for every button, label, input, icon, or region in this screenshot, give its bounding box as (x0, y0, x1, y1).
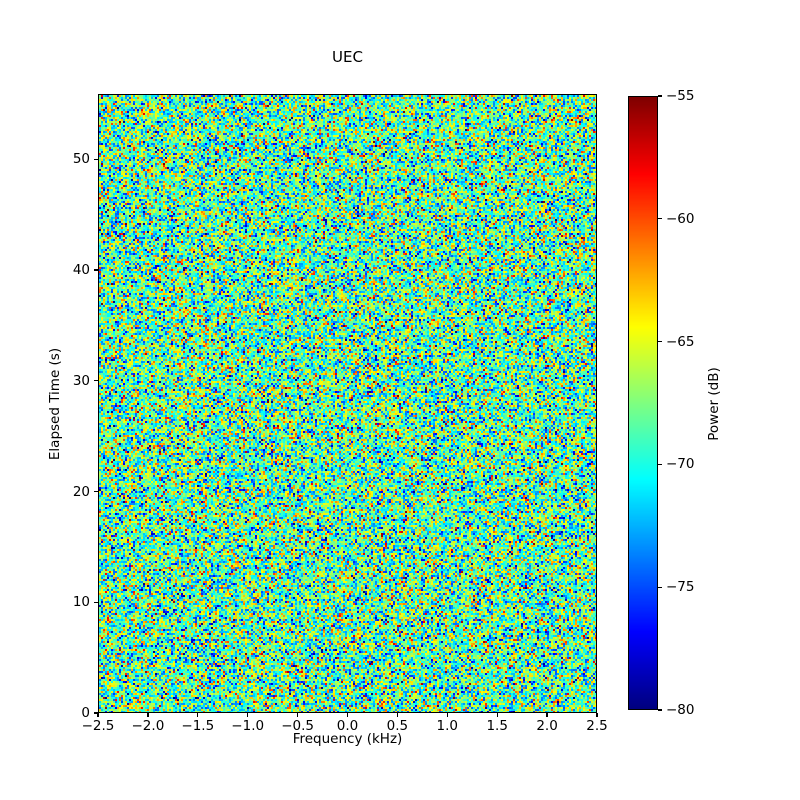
colorbar-tick-mark (658, 95, 662, 97)
spectrogram-canvas (99, 95, 596, 712)
x-tick-label: 0.5 (386, 718, 409, 734)
colorbar (628, 96, 658, 710)
x-tick-label: 1.5 (486, 718, 508, 734)
x-tick-mark (296, 713, 299, 717)
x-tick-mark (596, 713, 598, 717)
x-tick-label: −0.5 (281, 718, 314, 734)
x-tick-mark (346, 713, 349, 717)
y-axis-label: Elapsed Time (s) (47, 347, 63, 461)
x-tick-label: −2.0 (131, 718, 165, 734)
x-tick-mark (97, 713, 99, 717)
y-tick-label: 10 (72, 594, 90, 611)
y-tick-mark (94, 601, 98, 603)
y-tick-mark (94, 490, 98, 493)
colorbar-label: Power (dB) (706, 367, 722, 441)
y-tick-label: 50 (72, 151, 90, 168)
x-tick-label: 1.0 (436, 718, 459, 734)
colorbar-gradient-canvas (629, 97, 657, 709)
y-tick-mark (94, 380, 98, 382)
colorbar-tick-label: −65 (666, 333, 695, 350)
y-tick-label: 40 (72, 262, 90, 279)
y-tick-label: 30 (72, 372, 90, 389)
x-tick-mark (197, 713, 199, 717)
y-tick-mark (94, 269, 98, 271)
x-axis-label: Frequency (kHz) (292, 731, 403, 747)
colorbar-tick-mark (658, 340, 662, 343)
colorbar-tick-mark (658, 709, 662, 711)
x-tick-mark (496, 713, 498, 717)
x-tick-label: −1.0 (231, 718, 265, 734)
colorbar-tick-label: −80 (666, 702, 695, 718)
colorbar-tick-mark (658, 463, 662, 466)
y-tick-mark (94, 712, 98, 714)
x-tick-mark (396, 713, 399, 717)
x-tick-label: 2.0 (536, 718, 558, 734)
colorbar-tick-label: −70 (666, 456, 695, 473)
x-tick-label: −1.5 (181, 718, 215, 734)
x-tick-mark (147, 713, 149, 717)
x-tick-label: −2.5 (81, 718, 115, 734)
colorbar-tick-label: −75 (666, 579, 695, 596)
x-tick-label: 0.0 (336, 718, 359, 734)
y-tick-label: 20 (72, 483, 90, 500)
colorbar-tick-label: −55 (666, 88, 695, 104)
colorbar-tick-label: −60 (666, 210, 695, 227)
plot-area (98, 94, 597, 713)
colorbar-tick-mark (658, 586, 662, 588)
y-tick-label: 0 (81, 705, 90, 721)
x-tick-mark (446, 713, 448, 717)
x-tick-mark (546, 713, 548, 717)
y-tick-mark (94, 158, 98, 161)
x-tick-mark (247, 713, 249, 717)
colorbar-tick-mark (658, 218, 662, 220)
x-tick-label: 2.5 (586, 718, 608, 734)
chart-title: UEC (332, 48, 363, 66)
